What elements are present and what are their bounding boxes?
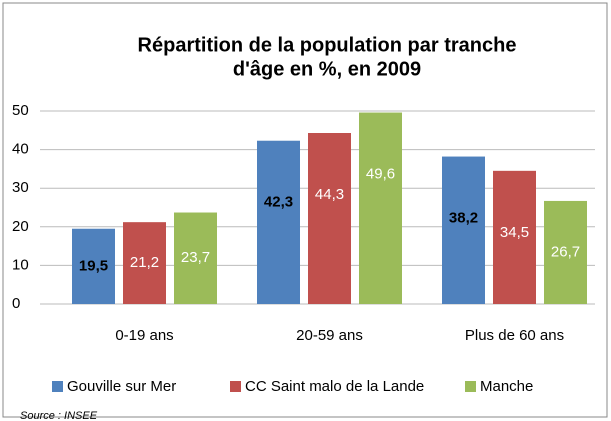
- x-tick-label: Plus de 60 ans: [465, 327, 564, 344]
- legend-label: Gouville sur Mer: [67, 378, 176, 395]
- y-tick-label: 40: [12, 141, 29, 158]
- x-tick-label: 0-19 ans: [115, 327, 173, 344]
- data-label: 38,2: [449, 210, 478, 227]
- legend-label: CC Saint malo de la Lande: [245, 378, 424, 395]
- y-tick-label: 20: [12, 218, 29, 235]
- y-tick-label: 50: [12, 102, 29, 119]
- y-tick-label: 30: [12, 179, 29, 196]
- data-label: 26,7: [551, 243, 580, 260]
- legend-swatch: [52, 381, 63, 392]
- source: Source : INSEE: [20, 410, 98, 421]
- bar: [257, 140, 300, 304]
- data-label: 23,7: [181, 249, 210, 266]
- data-label: 19,5: [79, 257, 108, 274]
- legend-swatch: [465, 381, 476, 392]
- x-tick-label: 20-59 ans: [296, 327, 363, 344]
- bar: [123, 222, 166, 304]
- legend-swatch: [230, 381, 241, 392]
- bar: [359, 112, 402, 304]
- legend-label: Manche: [480, 378, 533, 395]
- y-tick-label: 10: [12, 256, 29, 273]
- bar: [72, 228, 115, 304]
- chart-title: d'âge en %, en 2009: [233, 58, 421, 80]
- bar: [544, 200, 587, 304]
- y-tick-label: 0: [12, 295, 20, 312]
- bar: [174, 212, 217, 304]
- bar: [493, 170, 536, 304]
- data-label: 34,5: [500, 224, 529, 241]
- bar: [308, 133, 351, 304]
- data-label: 44,3: [315, 186, 344, 203]
- data-label: 42,3: [264, 194, 293, 211]
- chart-title: Répartition de la population par tranche: [138, 34, 517, 56]
- data-label: 21,2: [130, 254, 159, 271]
- data-label: 49,6: [366, 166, 395, 183]
- bar: [442, 156, 485, 304]
